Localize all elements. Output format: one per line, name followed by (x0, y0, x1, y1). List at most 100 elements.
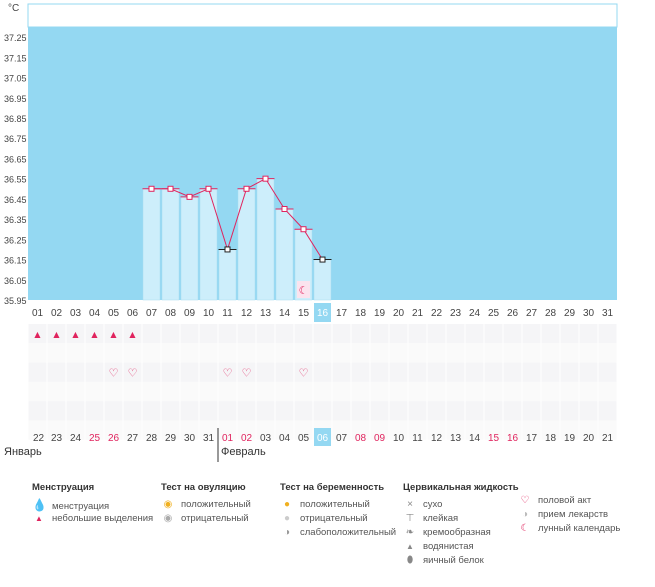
y-tick-label: 36.65 (4, 154, 27, 164)
month-label-february: Февраль (221, 446, 266, 458)
heart-icon: ♡ (109, 367, 119, 380)
heart-icon: ♡ (520, 495, 530, 506)
date-label: 30 (184, 433, 196, 444)
legend-item: ☾ лунный календарь (518, 522, 621, 536)
legend-other: ♡ половой акт ◑ прием лекарств ☾ лунный кал… (518, 494, 621, 536)
moon-icon: ☾ (520, 523, 530, 534)
temperature-bar (199, 188, 218, 301)
legend-item: ⬮ яичный белок (403, 554, 519, 568)
plot-frame (27, 3, 618, 28)
y-tick-label: 37.05 (4, 74, 27, 84)
watery-icon: ▲ (406, 542, 414, 551)
x-tick-label: 01 (32, 308, 44, 319)
date-label: 20 (583, 433, 595, 444)
y-tick-label: 36.45 (4, 195, 27, 205)
x-tick-label: 09 (184, 308, 196, 319)
date-label: 08 (355, 433, 367, 444)
date-label: 14 (469, 433, 481, 444)
legend-item: ● отрицательный (280, 512, 396, 526)
x-tick-label: 14 (279, 308, 291, 319)
data-point (186, 193, 193, 200)
legend-menstruation: Менструация 💧 менструация ▲ небольшие выде… (32, 482, 153, 526)
pregnancy-weak-icon: ◑ (283, 527, 291, 538)
temperature-bar (161, 188, 180, 301)
legend-item: ◉ отрицательный (161, 512, 251, 526)
x-tick-label: 26 (507, 308, 519, 319)
pregnancy-positive-icon: ● (283, 499, 291, 510)
sticky-icon: ⊤ (405, 513, 415, 524)
x-tick-label: 30 (583, 308, 595, 319)
data-point (243, 185, 250, 192)
y-tick-label: 36.15 (4, 256, 27, 266)
x-tick-label: 23 (450, 308, 462, 319)
y-tick-label: 36.05 (4, 276, 27, 286)
date-label: 27 (127, 433, 139, 444)
date-label: 07 (336, 433, 348, 444)
x-tick-label: 10 (203, 308, 215, 319)
x-tick-label: 12 (241, 308, 253, 319)
creamy-icon: ❧ (405, 527, 415, 538)
date-label: 19 (564, 433, 576, 444)
legend-item: ◑ прием лекарств (518, 508, 620, 522)
x-tick-label: 08 (165, 308, 177, 319)
x-tick-label: 27 (526, 308, 538, 319)
x-tick-label: 17 (336, 308, 348, 319)
heart-icon: ♡ (299, 367, 309, 380)
data-point (262, 175, 269, 182)
data-point (148, 185, 155, 192)
data-point (205, 185, 212, 192)
x-tick-label: 02 (51, 308, 63, 319)
date-label: 04 (279, 433, 291, 444)
grid-row (28, 362, 617, 382)
legend-item: ▲ небольшие выделения (32, 512, 153, 526)
x-tick-label: 18 (355, 308, 367, 319)
legend-title-ovulation: Тест на овуляцию (161, 482, 246, 493)
x-tick-label: 11 (222, 308, 233, 319)
pregnancy-negative-icon: ● (283, 513, 291, 524)
drop-icon: ▲ (34, 330, 41, 339)
x-tick-label: 04 (89, 308, 101, 319)
date-label: 23 (51, 433, 63, 444)
x-tick-label: 31 (602, 308, 614, 319)
legend-label: половой акт (538, 495, 592, 506)
legend-label: сухо (423, 499, 443, 510)
egg-white-icon: ⬮ (406, 555, 414, 566)
plot-area (28, 27, 617, 300)
legend-cervical: Цервикальная жидкость × сухо ⊤ клейкая ❧ кр… (403, 482, 519, 568)
heart-icon: ♡ (128, 367, 138, 380)
grid-row (28, 381, 617, 402)
x-tick-label: 21 (412, 308, 424, 319)
legend-title-cervical: Цервикальная жидкость (403, 482, 519, 493)
date-label: 22 (33, 433, 45, 444)
data-point (300, 226, 307, 233)
y-tick-label: 37.25 (4, 33, 27, 43)
x-tick-label: 06 (127, 308, 139, 319)
y-tick-label: 37.15 (4, 53, 27, 63)
data-point (224, 246, 231, 253)
temperature-bar (180, 196, 199, 301)
drop-icon: ▲ (110, 330, 117, 339)
drop-icon: ▲ (129, 330, 136, 339)
date-label: 24 (70, 433, 82, 444)
x-tick-label: 20 (393, 308, 405, 319)
legend-item: ♡ половой акт (518, 494, 620, 508)
date-label: 13 (450, 433, 462, 444)
legend-label: положительный (300, 499, 370, 510)
y-tick-label: 36.75 (4, 134, 27, 144)
y-tick-label: 36.25 (4, 235, 27, 245)
x-tick-label: 24 (469, 308, 481, 319)
temperature-bar (275, 208, 294, 301)
date-label: 10 (393, 433, 405, 444)
ovulation-positive-icon: ◉ (163, 499, 173, 510)
x-tick-label: 05 (108, 308, 120, 319)
date-label: 28 (146, 433, 158, 444)
drop-small-icon: ▲ (35, 514, 43, 523)
legend-title-menstruation: Менструация (32, 482, 95, 493)
grid-row (28, 324, 617, 344)
grid-row (28, 401, 617, 421)
legend-item: ◉ положительный (161, 498, 251, 512)
month-label-january: Январь (4, 446, 42, 458)
data-point (319, 256, 326, 263)
y-tick-label: 36.95 (4, 94, 27, 104)
heart-icon: ♡ (223, 367, 233, 380)
